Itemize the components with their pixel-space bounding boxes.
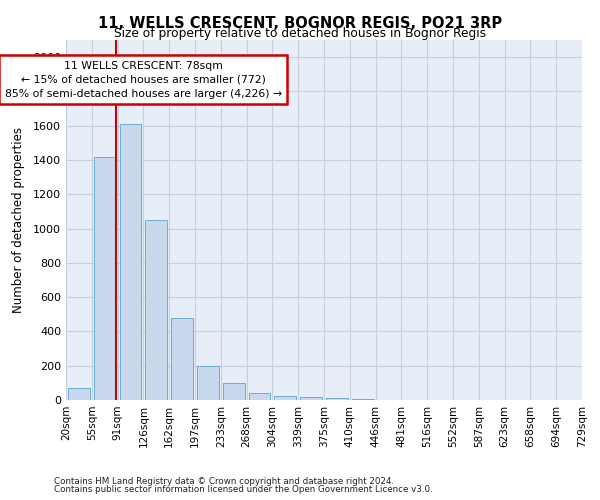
Bar <box>223 383 245 400</box>
Bar <box>300 396 322 400</box>
Bar <box>68 388 90 400</box>
Bar <box>94 156 116 400</box>
Text: 11 WELLS CRESCENT: 78sqm
← 15% of detached houses are smaller (772)
85% of semi-: 11 WELLS CRESCENT: 78sqm ← 15% of detach… <box>5 60 282 98</box>
Bar <box>197 366 219 400</box>
Text: Contains public sector information licensed under the Open Government Licence v3: Contains public sector information licen… <box>54 485 433 494</box>
Bar <box>326 398 348 400</box>
Y-axis label: Number of detached properties: Number of detached properties <box>11 127 25 313</box>
Text: Contains HM Land Registry data © Crown copyright and database right 2024.: Contains HM Land Registry data © Crown c… <box>54 477 394 486</box>
Bar <box>119 124 142 400</box>
Bar <box>145 220 167 400</box>
Text: Size of property relative to detached houses in Bognor Regis: Size of property relative to detached ho… <box>114 26 486 40</box>
Bar <box>171 318 193 400</box>
Bar <box>248 393 271 400</box>
Bar <box>352 399 374 400</box>
Bar <box>274 396 296 400</box>
Text: 11, WELLS CRESCENT, BOGNOR REGIS, PO21 3RP: 11, WELLS CRESCENT, BOGNOR REGIS, PO21 3… <box>98 16 502 31</box>
